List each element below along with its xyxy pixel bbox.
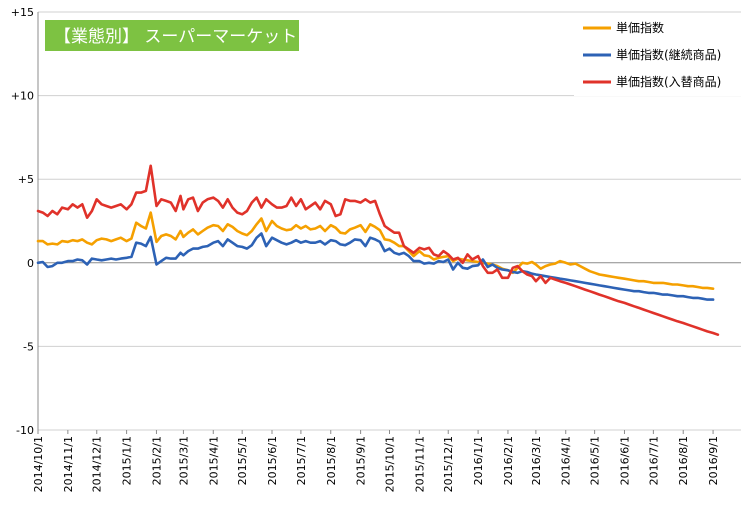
x-tick-label: 2016/2/1 [502,436,515,485]
x-tick-label: 2015/1/1 [121,436,134,485]
x-tick-label: 2015/3/1 [177,436,190,485]
x-tick-label: 2016/6/1 [618,436,631,485]
y-tick-label: -5 [23,340,34,353]
x-tick-label: 2015/8/1 [325,436,338,485]
x-tick-label: 2016/4/1 [560,436,573,485]
y-tick-label: -10 [16,424,34,437]
title-badge-background [45,20,299,51]
x-tick-label: 2016/8/1 [677,436,690,485]
x-tick-label: 2015/10/1 [384,436,397,492]
legend-label-2: 単価指数(継続商品) [616,47,721,62]
x-tick-label: 2015/2/1 [150,436,163,485]
x-tick-label: 2015/9/1 [355,436,368,485]
chart-title: 【業態別】 スーパーマーケット [54,27,297,47]
y-tick-label: +5 [18,173,34,186]
x-tick-label: 2016/3/1 [530,436,543,485]
x-tick-label: 2016/9/1 [707,436,720,485]
legend-label-3: 単価指数(入替商品) [616,74,721,89]
x-tick-label: 2015/4/1 [207,436,220,485]
y-tick-label: 0 [27,257,34,270]
x-tick-label: 2016/5/1 [589,436,602,485]
x-tick-label: 2015/6/1 [266,436,279,485]
x-tick-label: 2016/7/1 [647,436,660,485]
series-lines [36,164,720,337]
x-axis: 2014/10/1 2014/11/1 2014/12/1 2015/1/1 2015/… [32,430,720,492]
y-tick-label: +10 [11,90,34,103]
x-tick-label: 2015/12/1 [442,436,455,492]
series-line-1 [36,211,715,291]
x-tick-label: 2015/11/1 [413,436,426,492]
x-tick-label: 2015/5/1 [236,436,249,485]
series-line-3 [36,164,720,337]
x-tick-label: 2015/7/1 [295,436,308,485]
legend-label-1: 単価指数 [616,20,664,35]
y-axis: -10 -5 0 +5 +10 +15 [11,6,39,437]
series-line-2 [36,232,715,301]
x-tick-label: 2014/10/1 [32,436,45,492]
x-tick-label: 2014/11/1 [62,436,75,492]
y-tick-label: +15 [11,6,34,19]
x-tick-label: 2014/12/1 [91,436,104,492]
title-badge: 【業態別】 スーパーマーケット [45,20,299,51]
x-tick-label: 2016/1/1 [472,436,485,485]
